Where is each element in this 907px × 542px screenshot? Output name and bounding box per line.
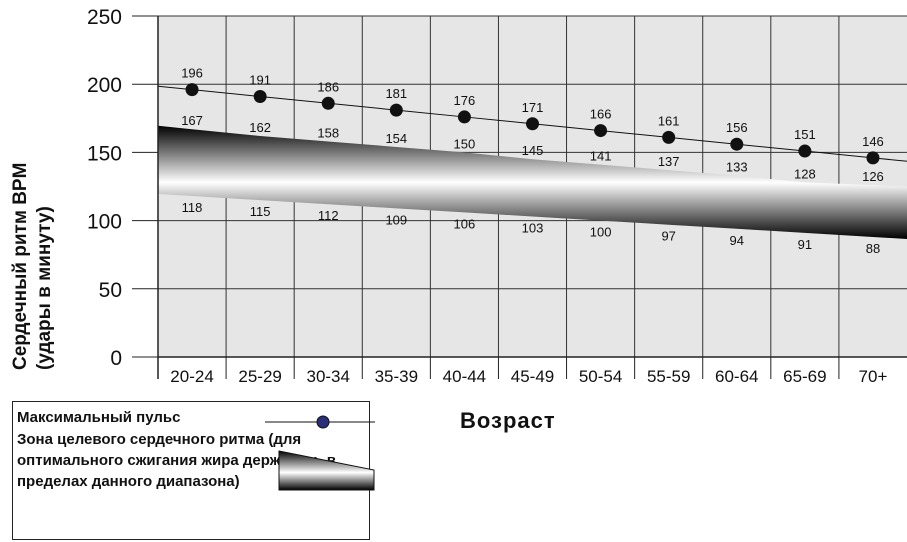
max-pulse-data-label: 186	[317, 79, 339, 94]
legend-zone-text: Зона целевого сердечного ритма (для опти…	[17, 431, 337, 490]
legend-zone-label: Зона целевого сердечного ритма (для опти…	[17, 429, 367, 492]
max-pulse-data-label: 161	[658, 113, 680, 128]
legend-max-pulse-swatch	[265, 415, 375, 429]
zone-upper-data-label: 154	[385, 131, 407, 146]
target-zone-area	[158, 125, 907, 240]
max-pulse-data-label: 196	[181, 66, 203, 81]
legend-zone-swatch	[278, 450, 375, 491]
max-pulse-point	[730, 137, 744, 151]
zone-lower-data-label: 118	[182, 200, 203, 215]
zone-lower-data-label: 88	[866, 241, 880, 256]
max-pulse-point	[253, 89, 267, 103]
zone-lower-data-label: 115	[250, 204, 271, 219]
x-tick-label: 25-29	[238, 367, 281, 386]
x-tick-label: 20-24	[170, 367, 213, 386]
legend-marker-icon	[316, 415, 330, 429]
zone-lower-data-label: 106	[454, 216, 476, 231]
max-pulse-point	[866, 151, 880, 165]
y-axis-title-line-2: (удары в минуту)	[34, 206, 55, 370]
max-pulse-point	[662, 130, 676, 144]
zone-upper-data-label: 162	[249, 120, 271, 135]
max-pulse-point	[185, 83, 199, 97]
zone-lower-data-label: 91	[798, 237, 812, 252]
y-tick-label: 100	[87, 211, 122, 234]
x-tick-label: 50-54	[579, 367, 622, 386]
legend: Максимальный пульс Зона целевого сердечн…	[12, 401, 375, 540]
x-tick-label: 55-59	[647, 367, 690, 386]
zone-lower-data-label: 109	[385, 212, 407, 227]
max-pulse-data-label: 146	[862, 134, 884, 149]
x-tick-label: 45-49	[511, 367, 554, 386]
max-pulse-series	[157, 83, 907, 165]
x-tick-label: 40-44	[443, 367, 486, 386]
y-tick-label: 0	[110, 347, 122, 370]
zone-lower-data-label: 103	[522, 221, 544, 236]
zone-lower-data-label: 100	[590, 225, 612, 240]
max-pulse-data-label: 156	[726, 120, 748, 135]
y-tick-label: 150	[87, 142, 122, 165]
x-tick-label: 35-39	[375, 367, 418, 386]
x-tick-label: 70+	[859, 367, 888, 386]
zone-lower-data-label: 97	[661, 229, 675, 244]
zone-upper-data-label: 141	[590, 149, 612, 164]
max-pulse-data-label: 176	[454, 93, 476, 108]
zone-upper-data-label: 137	[658, 154, 680, 169]
zone-upper-data-label: 128	[794, 166, 816, 181]
y-axis-title-line-1: Сердечный ритм BPM	[10, 163, 31, 370]
zone-upper-data-label: 133	[726, 160, 748, 175]
max-pulse-point	[389, 103, 403, 117]
y-tick-label: 250	[87, 6, 122, 29]
data-labels: 196 191 186 181 176 171 166 161 156 151 146 167 162 1…	[181, 66, 884, 256]
zone-lower-data-label: 112	[318, 208, 339, 223]
x-tick-label: 65-69	[783, 367, 826, 386]
max-pulse-point	[594, 124, 608, 138]
max-pulse-data-label: 171	[522, 100, 544, 115]
x-tick-label: 60-64	[715, 367, 758, 386]
max-pulse-point	[798, 144, 812, 158]
max-pulse-data-label: 181	[385, 86, 407, 101]
target-zone-band	[158, 125, 907, 240]
zone-upper-data-label: 145	[522, 143, 544, 158]
axes: 0 50 100 150 200 250 20-24 25-29 30-34 35-39 40-44…	[87, 6, 907, 386]
x-tick-label: 30-34	[306, 367, 349, 386]
zone-upper-data-label: 167	[181, 113, 203, 128]
legend-max-pulse-label: Максимальный пульс	[17, 409, 181, 426]
heart-rate-chart: 196 191 186 181 176 171 166 161 156 151 146 167 162 1…	[10, 6, 907, 386]
x-axis-title: Возраст	[460, 408, 556, 433]
max-pulse-data-label: 166	[590, 107, 612, 122]
zone-lower-data-label: 94	[730, 233, 744, 248]
max-pulse-data-label: 191	[249, 72, 271, 87]
zone-upper-data-label: 150	[454, 136, 476, 151]
max-pulse-data-label: 151	[794, 127, 816, 142]
max-pulse-point	[321, 96, 335, 110]
y-tick-label: 50	[99, 279, 122, 302]
max-pulse-point	[457, 110, 471, 124]
x-axis-title-wrap: Возраст	[460, 404, 660, 443]
max-pulse-point	[526, 117, 539, 131]
zone-upper-data-label: 126	[862, 169, 884, 184]
y-tick-label: 200	[87, 74, 122, 97]
zone-upper-data-label: 158	[317, 125, 339, 140]
